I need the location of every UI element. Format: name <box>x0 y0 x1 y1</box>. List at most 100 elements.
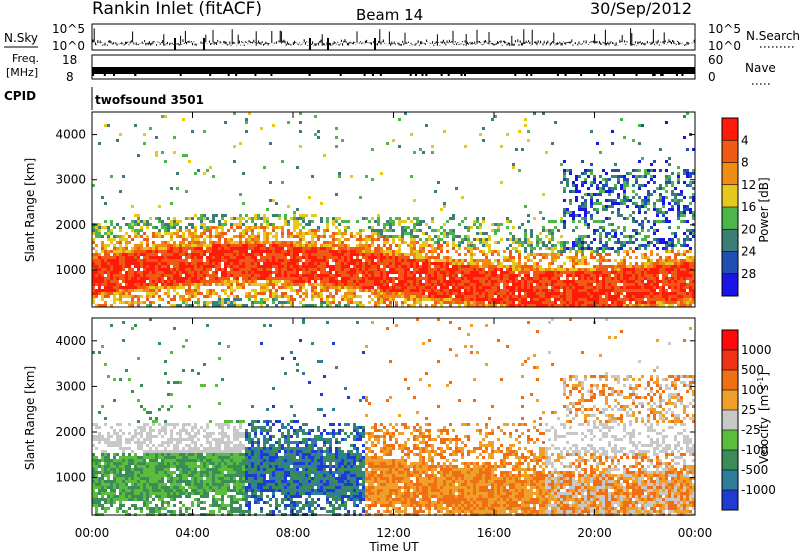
range-gate-cell <box>572 181 575 184</box>
range-gate-cell <box>305 232 308 235</box>
range-gate-cell <box>617 289 620 292</box>
range-gate-cell <box>152 232 155 235</box>
range-gate-cell <box>365 277 368 280</box>
range-gate-cell <box>407 226 410 229</box>
range-gate-cell <box>593 295 596 298</box>
range-gate-cell <box>566 181 569 184</box>
range-gate-cell <box>140 280 143 283</box>
range-gate-cell <box>146 238 149 241</box>
range-gate-cell <box>575 259 578 262</box>
range-gate-cell <box>242 232 245 235</box>
range-gate-cell <box>131 238 134 241</box>
range-gate-cell <box>584 274 587 277</box>
range-gate-cell <box>473 301 476 304</box>
range-gate-cell <box>551 220 554 223</box>
range-gate-cell <box>608 286 611 289</box>
range-gate-cell <box>596 253 599 256</box>
range-gate-cell <box>452 235 455 238</box>
range-gate-cell <box>371 226 374 229</box>
range-gate-cell <box>167 250 170 253</box>
range-gate-cell <box>383 301 386 304</box>
range-gate-cell <box>155 151 158 154</box>
range-gate-cell <box>137 271 140 274</box>
range-gate-cell <box>668 286 671 289</box>
range-gate-cell <box>542 298 545 301</box>
range-gate-cell <box>302 238 305 241</box>
range-gate-cell <box>113 226 116 229</box>
range-gate-cell <box>440 268 443 271</box>
range-gate-cell <box>401 265 404 268</box>
range-gate-cell <box>251 226 254 229</box>
range-gate-cell <box>224 268 227 271</box>
range-gate-cell <box>521 244 524 247</box>
range-gate-cell <box>482 259 485 262</box>
range-gate-cell <box>398 283 401 286</box>
range-gate-cell <box>404 295 407 298</box>
range-gate-cell <box>572 244 575 247</box>
range-gate-cell <box>662 259 665 262</box>
range-gate-cell <box>98 351 101 354</box>
range-gate-cell <box>563 241 566 244</box>
range-gate-cell <box>602 169 605 172</box>
range-gate-cell <box>131 223 134 226</box>
range-gate-cell <box>134 280 137 283</box>
range-gate-cell <box>245 259 248 262</box>
range-gate-cell <box>266 262 269 265</box>
range-gate-cell <box>113 256 116 259</box>
noise-tick-bottom-left: 10^0 <box>52 39 85 53</box>
range-gate-cell <box>371 265 374 268</box>
range-gate-cell <box>461 283 464 286</box>
range-gate-cell <box>188 268 191 271</box>
range-gate-cell <box>596 199 599 202</box>
range-gate-cell <box>656 283 659 286</box>
range-gate-cell <box>311 265 314 268</box>
range-gate-cell <box>440 271 443 274</box>
range-gate-cell <box>329 247 332 250</box>
range-gate-cell <box>587 226 590 229</box>
range-gate-cell <box>359 247 362 250</box>
range-gate-cell <box>344 244 347 247</box>
range-gate-cell <box>95 465 98 468</box>
range-gate-cell <box>200 226 203 229</box>
range-gate-cell <box>128 253 131 256</box>
range-gate-cell <box>419 277 422 280</box>
range-gate-cell <box>545 247 548 250</box>
range-gate-cell <box>464 253 467 256</box>
range-gate-cell <box>599 193 602 196</box>
range-gate-cell <box>551 301 554 304</box>
range-gate-cell <box>446 262 449 265</box>
range-gate-cell <box>137 214 140 217</box>
range-gate-cell <box>500 268 503 271</box>
range-gate-cell <box>290 268 293 271</box>
range-gate-cell <box>653 175 656 178</box>
range-gate-cell <box>641 280 644 283</box>
range-gate-cell <box>233 280 236 283</box>
range-gate-cell <box>599 256 602 259</box>
range-gate-cell <box>224 292 227 295</box>
range-gate-cell <box>167 301 170 304</box>
range-gate-cell <box>491 271 494 274</box>
range-gate-cell <box>599 202 602 205</box>
range-gate-cell <box>410 259 413 262</box>
range-gate-cell <box>599 292 602 295</box>
range-gate-cell <box>173 286 176 289</box>
range-gate-cell <box>95 423 98 426</box>
range-gate-cell <box>386 280 389 283</box>
range-gate-cell <box>251 289 254 292</box>
range-gate-cell <box>314 244 317 247</box>
range-gate-cell <box>377 232 380 235</box>
range-gate-cell <box>182 271 185 274</box>
range-gate-cell <box>311 277 314 280</box>
range-gate-cell <box>404 292 407 295</box>
range-gate-cell <box>572 265 575 268</box>
range-gate-cell <box>251 262 254 265</box>
range-gate-cell <box>368 253 371 256</box>
range-gate-cell <box>425 280 428 283</box>
range-gate-cell <box>665 292 668 295</box>
range-gate-cell <box>488 250 491 253</box>
range-gate-cell <box>434 241 437 244</box>
range-gate-cell <box>617 241 620 244</box>
range-gate-cell <box>245 238 248 241</box>
range-gate-cell <box>668 301 671 304</box>
range-gate-cell <box>539 238 542 241</box>
